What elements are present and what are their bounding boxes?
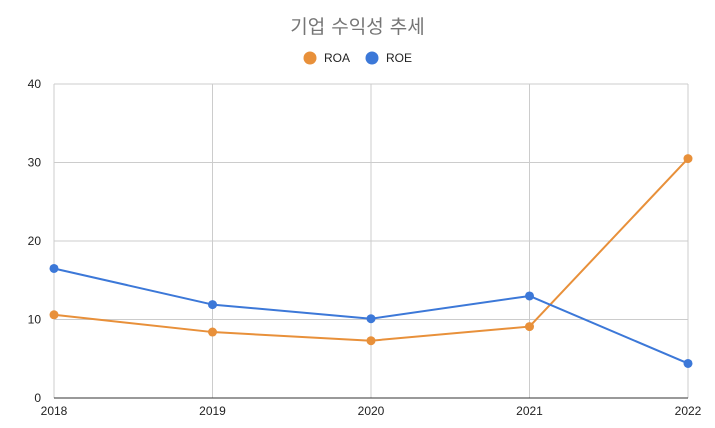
y-tick-label: 40	[28, 77, 42, 91]
x-tick-label: 2019	[199, 404, 226, 418]
data-point-roa	[49, 310, 59, 320]
x-tick-label: 2021	[516, 404, 543, 418]
y-tick-label: 0	[34, 391, 41, 405]
data-point-roe	[525, 291, 534, 301]
legend-marker-roa	[303, 51, 317, 65]
data-point-roe	[49, 263, 59, 273]
chart-title: 기업 수익성 추세	[290, 16, 424, 38]
x-axis: 2018 2019 2020 2021 2022	[41, 404, 702, 418]
x-tick-label: 2020	[358, 404, 385, 418]
legend-marker-roe	[365, 51, 379, 65]
y-tick-label: 20	[28, 234, 42, 248]
y-tick-label: 30	[28, 156, 42, 170]
data-point-roa	[366, 336, 376, 346]
grid	[53, 83, 689, 399]
series-points	[49, 154, 693, 368]
data-point-roe	[366, 314, 376, 324]
y-axis: 0 10 20 30 40	[28, 77, 42, 405]
data-point-roe	[208, 300, 217, 310]
x-tick-label: 2018	[41, 404, 68, 418]
data-point-roa	[525, 322, 534, 332]
data-point-roa	[208, 327, 217, 337]
legend-label-roe: ROE	[386, 51, 412, 65]
legend-label-roa: ROA	[324, 51, 350, 65]
legend: ROA ROE	[303, 51, 412, 65]
data-point-roa	[683, 154, 693, 164]
y-tick-label: 10	[28, 313, 42, 327]
x-tick-label: 2022	[675, 404, 702, 418]
data-point-roe	[683, 358, 693, 368]
